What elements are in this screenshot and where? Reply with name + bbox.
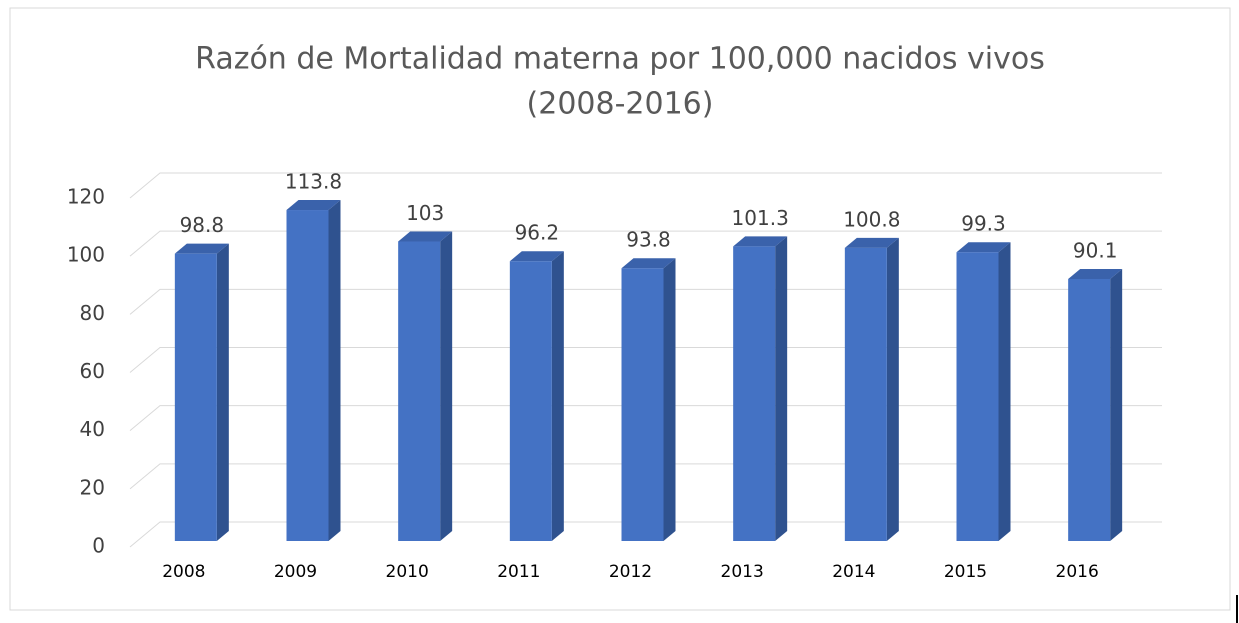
y-tick-label: 120 [67, 185, 105, 209]
y-tick-label: 60 [80, 359, 105, 383]
x-tick-label: 2014 [832, 562, 875, 582]
data-label: 103 [406, 201, 444, 225]
grid-line [129, 288, 1162, 315]
bar [956, 252, 999, 541]
x-tick-label: 2016 [1056, 562, 1099, 582]
bar-top [844, 237, 899, 248]
bar-top [956, 242, 1011, 253]
y-tick-label: 40 [80, 417, 105, 441]
bar-side [886, 237, 899, 541]
grid-line [129, 230, 1162, 257]
bar-side [998, 242, 1011, 541]
bar [621, 268, 664, 541]
bar [1068, 278, 1111, 541]
bar [286, 210, 329, 541]
data-label: 99.3 [961, 212, 1006, 236]
grid-line [129, 405, 1162, 432]
bar-side [1110, 268, 1123, 541]
data-label: 101.3 [732, 206, 789, 230]
bar-top [174, 243, 229, 254]
data-label: 90.1 [1073, 238, 1118, 262]
x-tick-label: 2009 [274, 562, 317, 582]
y-tick-label: 100 [67, 243, 105, 267]
bar-top [733, 236, 788, 247]
x-tick-label: 2010 [386, 562, 429, 582]
y-tick-label: 0 [92, 534, 105, 558]
y-tick-label: 80 [80, 301, 105, 325]
data-label: 98.8 [180, 213, 225, 237]
grid-line [129, 172, 1162, 199]
bar-side [663, 258, 676, 541]
x-tick-label: 2013 [721, 562, 764, 582]
x-tick-label: 2015 [944, 562, 987, 582]
bar [509, 261, 552, 541]
x-tick-label: 2012 [609, 562, 652, 582]
data-label: 100.8 [843, 207, 900, 231]
bar [398, 241, 441, 542]
bar [844, 247, 887, 541]
grid-line [129, 347, 1162, 373]
bar-side [440, 231, 453, 542]
y-tick-label: 20 [80, 475, 105, 499]
bar [174, 253, 217, 541]
bar-top [621, 258, 676, 269]
bar-side [775, 236, 788, 541]
bar-side [328, 200, 341, 541]
grid-line [129, 463, 1162, 490]
chart-title: Razón de Mortalidad materna por 100,000 … [195, 42, 1045, 77]
bar-top [398, 231, 453, 242]
bar-top [1068, 268, 1123, 279]
x-tick-label: 2008 [162, 562, 205, 582]
bar-side [551, 251, 564, 542]
chart-subtitle: (2008-2016) [527, 87, 714, 122]
data-label: 96.2 [515, 221, 560, 245]
data-label: 93.8 [626, 228, 671, 252]
x-tick-label: 2011 [497, 562, 540, 582]
data-label: 113.8 [285, 170, 342, 194]
bar-top [509, 251, 564, 262]
bar-top [286, 200, 341, 211]
grid-line [129, 521, 1162, 548]
bar [733, 246, 776, 541]
bar-side [216, 243, 229, 541]
